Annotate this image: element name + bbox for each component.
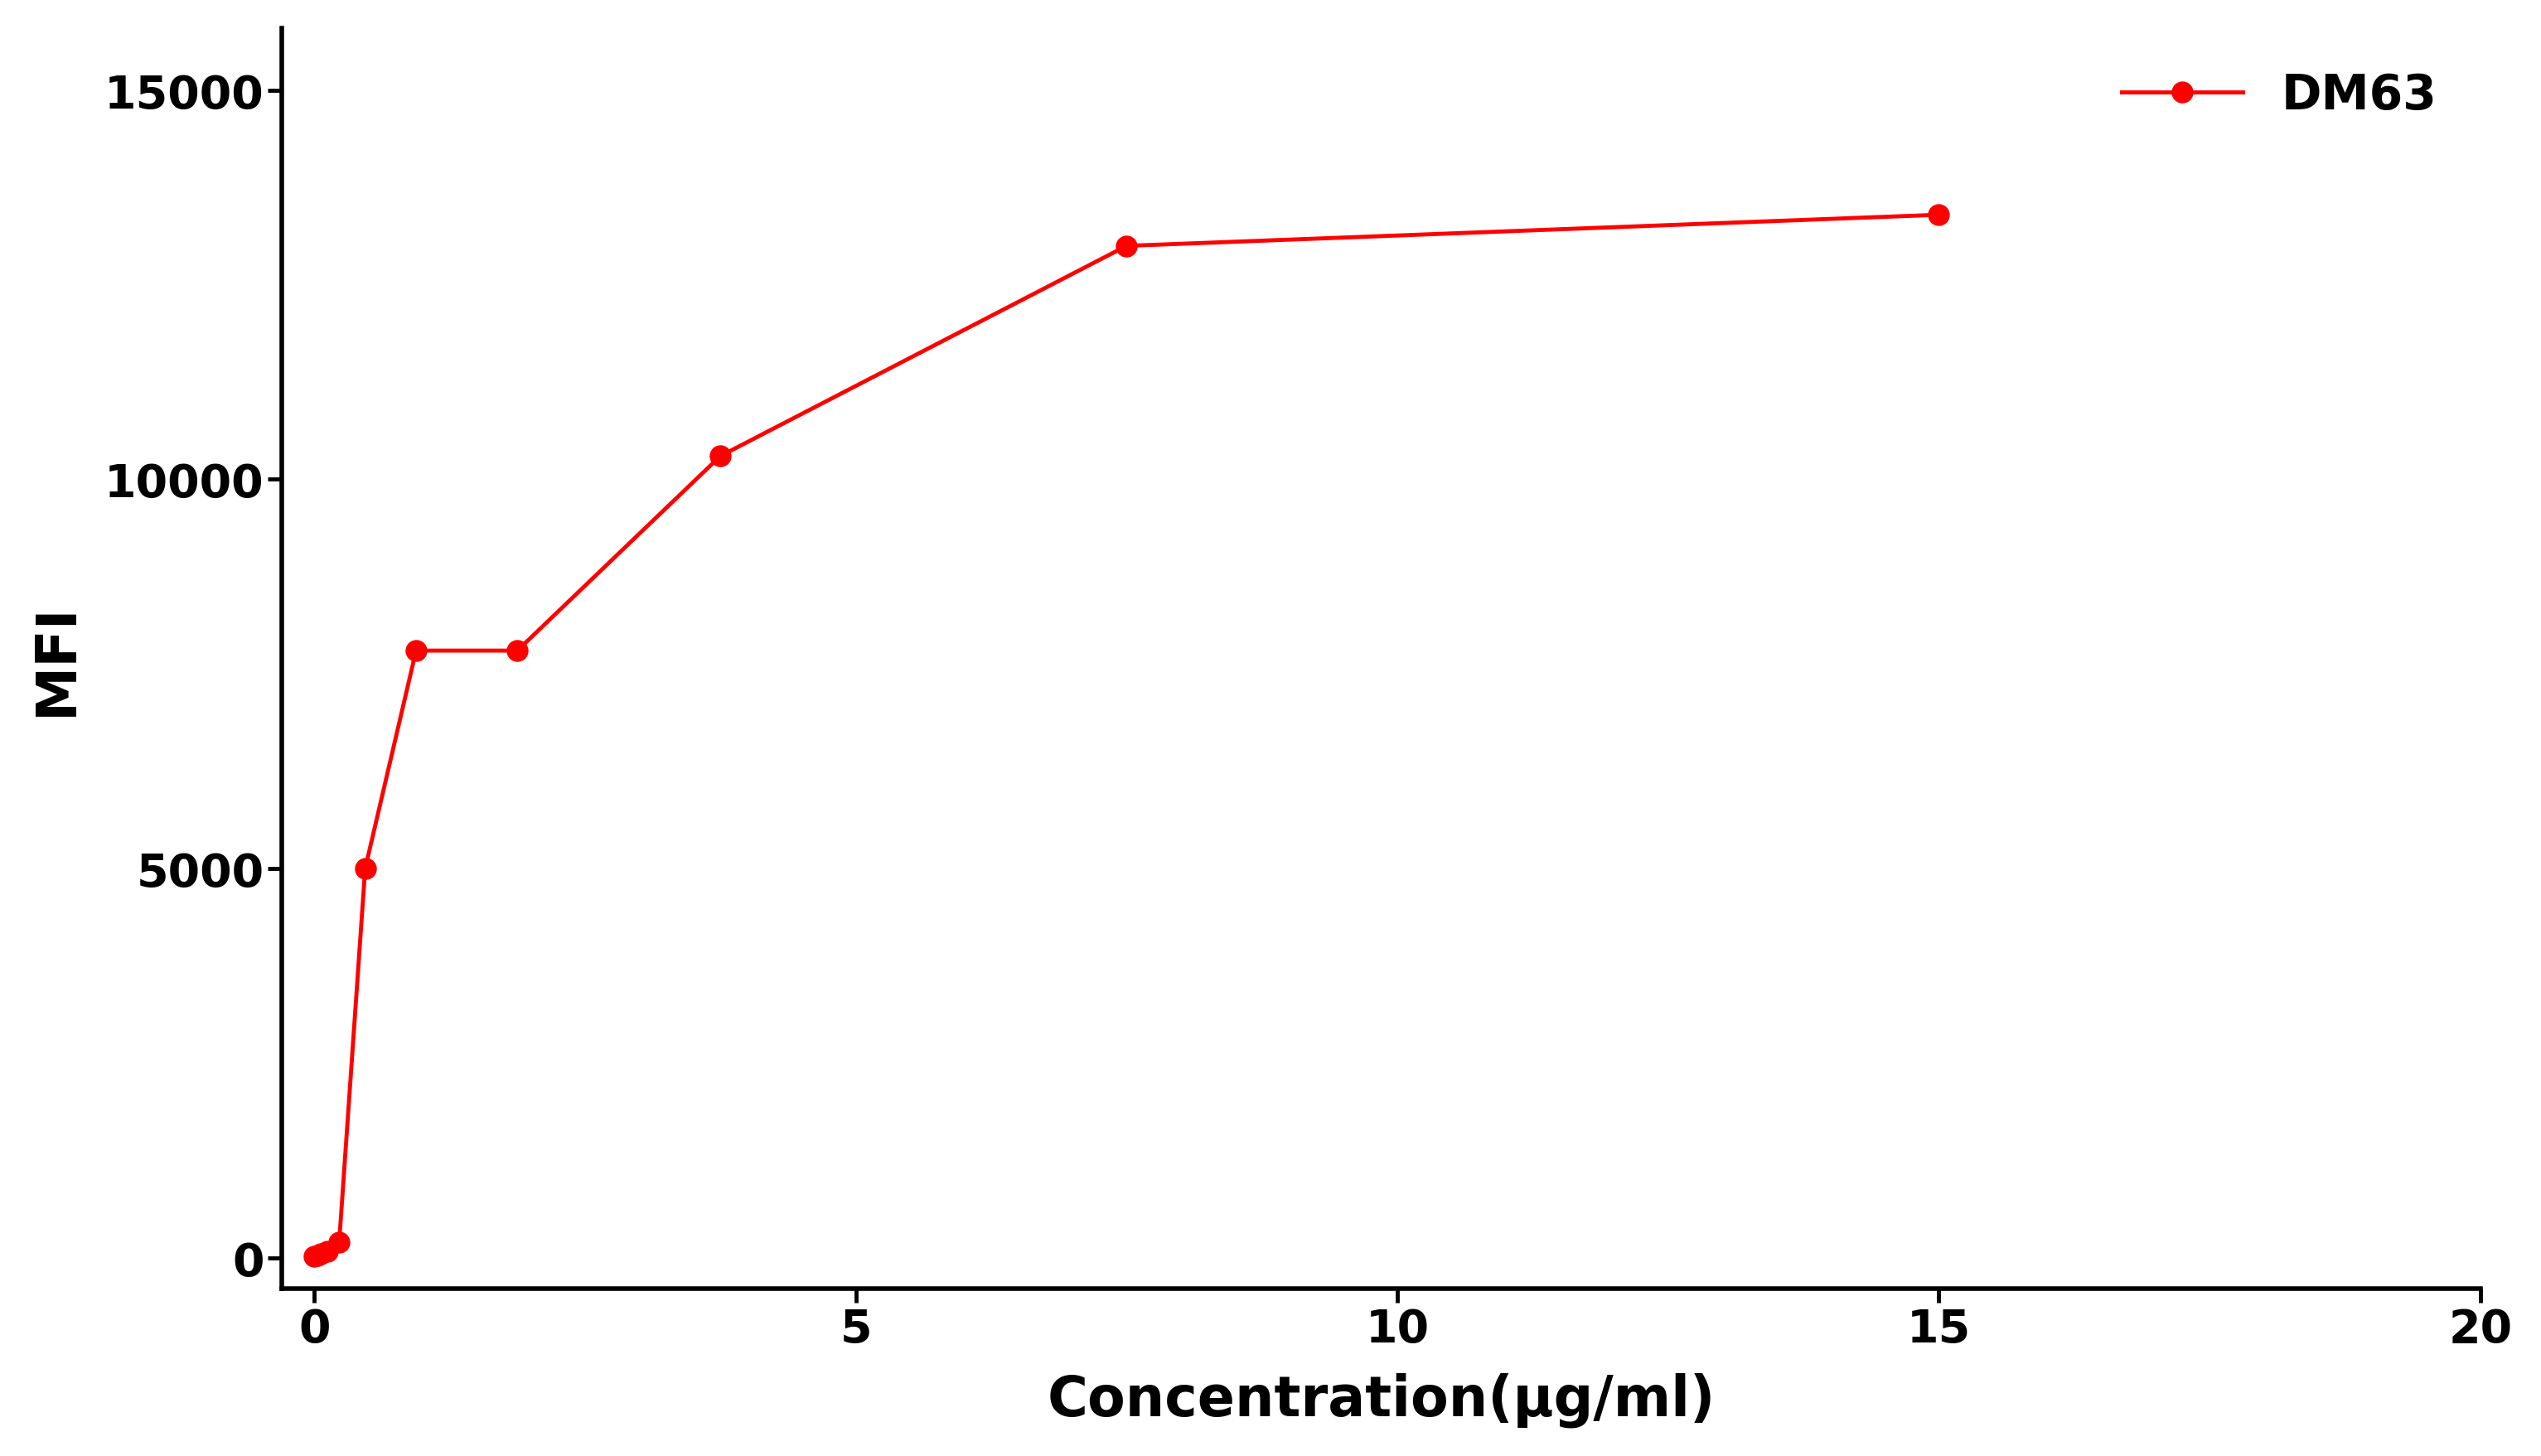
DM63 bbox=[305, 1245, 335, 1262]
DM63 bbox=[351, 860, 381, 878]
DM63 bbox=[323, 1233, 353, 1251]
DM63 bbox=[401, 642, 432, 660]
Line: DM63: DM63 bbox=[305, 205, 1949, 1267]
DM63 bbox=[1110, 237, 1141, 255]
DM63 bbox=[300, 1248, 330, 1265]
Y-axis label: MFI: MFI bbox=[28, 603, 84, 715]
DM63 bbox=[313, 1243, 343, 1261]
DM63 bbox=[503, 642, 534, 660]
X-axis label: Concentration(μg/ml): Concentration(μg/ml) bbox=[1047, 1372, 1715, 1427]
Legend: DM63: DM63 bbox=[2101, 52, 2457, 138]
DM63 bbox=[706, 448, 737, 466]
DM63 bbox=[1924, 207, 1954, 224]
DM63 bbox=[302, 1246, 333, 1264]
